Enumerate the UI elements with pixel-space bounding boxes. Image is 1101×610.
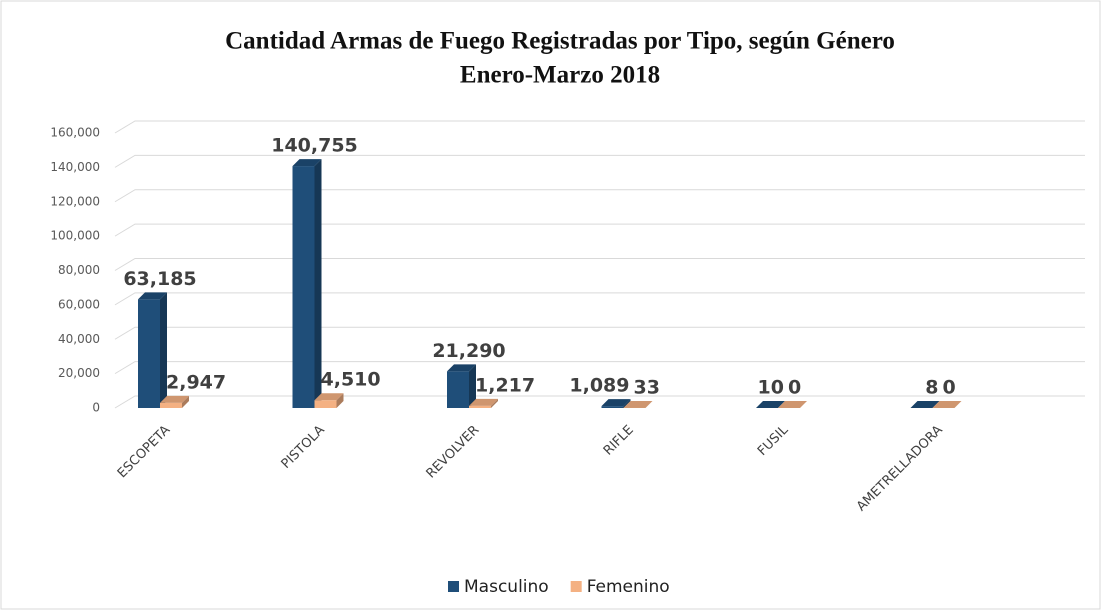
- legend-swatch: [448, 581, 459, 592]
- grid-line: [114, 395, 1085, 409]
- y-tick-label: 120,000: [50, 194, 100, 208]
- bar: [314, 400, 337, 408]
- legend-swatch: [570, 581, 582, 592]
- y-tick-label: 140,000: [50, 160, 100, 174]
- grid-line: [114, 258, 1085, 271]
- chart-subtitle: Enero-Marzo 2018: [460, 62, 660, 89]
- y-tick-label: 40,000: [58, 332, 100, 346]
- data-label: 0: [788, 377, 801, 399]
- bar-top: [292, 159, 322, 167]
- data-label: 10: [758, 376, 784, 398]
- bar-top: [778, 401, 807, 408]
- bar: [292, 166, 315, 408]
- grid-line: [114, 292, 1085, 306]
- bar-side: [160, 292, 167, 408]
- grid-line: [114, 189, 1085, 203]
- bar-top: [314, 393, 344, 401]
- legend-label: Masculino: [464, 577, 549, 597]
- bar-side: [623, 399, 631, 408]
- bar: [469, 405, 491, 408]
- bar-side: [182, 395, 189, 408]
- bar: [447, 371, 469, 408]
- data-label: 1,089: [569, 375, 629, 397]
- bar-top: [447, 364, 476, 372]
- bar-top: [160, 395, 189, 403]
- legend-label: Femenino: [587, 577, 670, 597]
- data-label: 2,947: [166, 371, 226, 393]
- y-tick-label: 60,000: [58, 297, 100, 311]
- chart-title: Cantidad Armas de Fuego Registradas por …: [225, 28, 895, 55]
- bar-top: [601, 399, 631, 407]
- bar: [160, 402, 182, 408]
- grid-line: [114, 154, 1085, 168]
- data-label: 21,290: [432, 340, 505, 362]
- y-tick-label: 0: [92, 401, 100, 415]
- bar-side: [336, 393, 344, 408]
- data-label: 140,755: [271, 135, 358, 157]
- bar-side: [645, 400, 653, 408]
- bar-side: [469, 364, 476, 408]
- bar-top: [932, 401, 962, 408]
- y-tick-label: 160,000: [50, 126, 100, 140]
- bar: [601, 406, 624, 408]
- grid-line: [114, 223, 1085, 237]
- grid-line: [114, 326, 1085, 340]
- data-label: 4,510: [321, 369, 381, 391]
- bar-top: [469, 398, 498, 406]
- y-tick-label: 20,000: [58, 366, 100, 380]
- data-label: 8: [925, 376, 938, 398]
- grid-line: [114, 120, 1085, 134]
- bar-side: [491, 398, 498, 408]
- data-label: 63,185: [123, 268, 196, 290]
- bar-side: [778, 400, 785, 408]
- data-label: 1,217: [475, 374, 535, 396]
- bar-top: [623, 400, 653, 408]
- bar-top: [910, 400, 940, 408]
- y-tick-label: 80,000: [58, 263, 100, 277]
- grid-line: [114, 361, 1085, 375]
- bar-top: [756, 400, 785, 408]
- y-tick-label: 100,000: [50, 229, 100, 243]
- data-label: 0: [943, 377, 956, 399]
- bar-top: [138, 292, 167, 300]
- bar-side: [932, 400, 940, 408]
- bar-side: [314, 159, 322, 408]
- bar: [138, 299, 160, 408]
- data-label: 33: [634, 376, 660, 398]
